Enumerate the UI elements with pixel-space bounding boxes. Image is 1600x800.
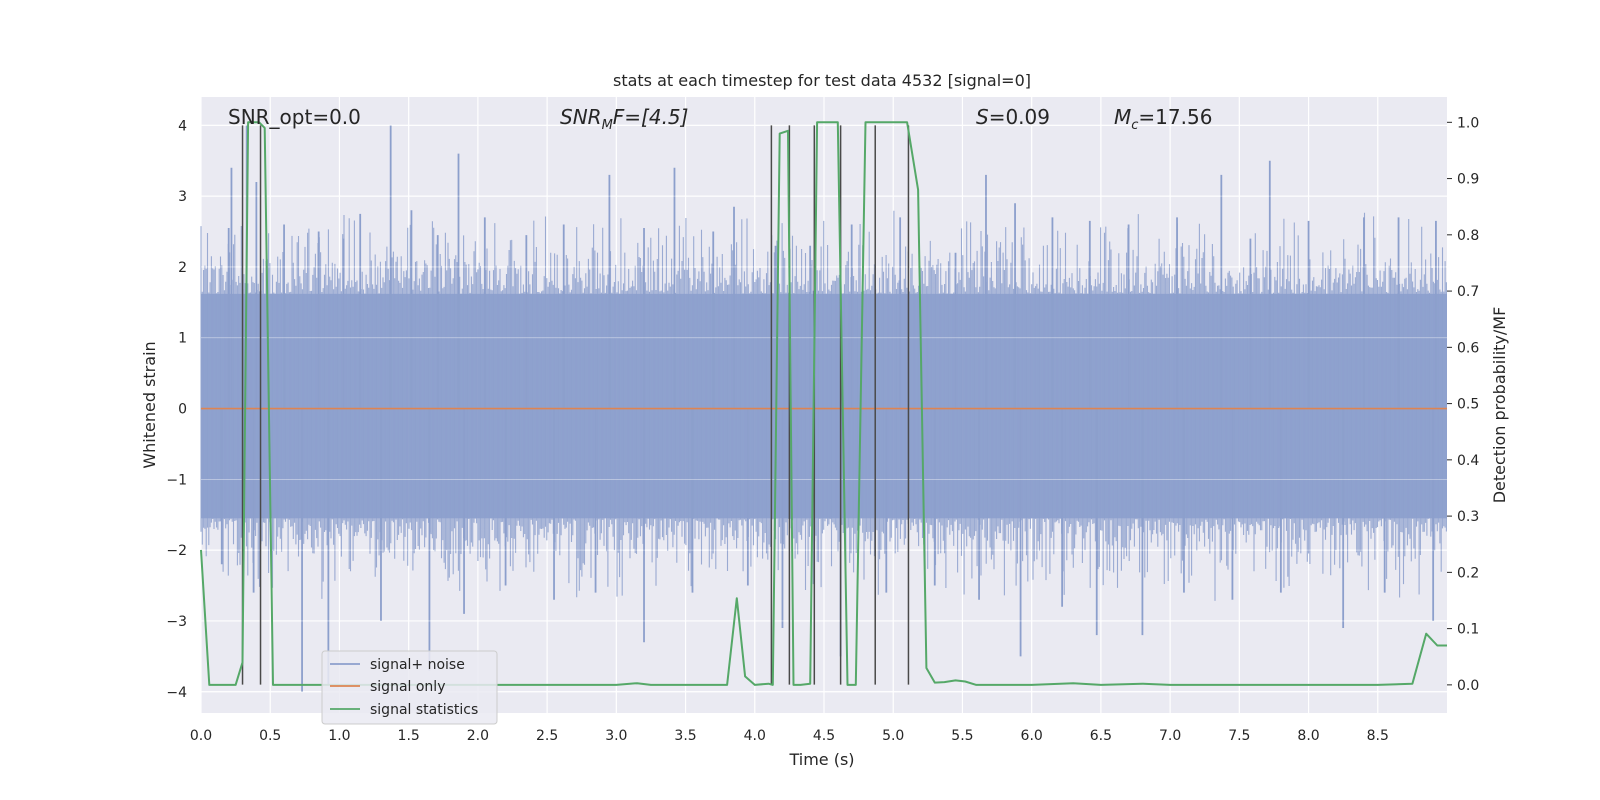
snr-mf-base: SNR [560, 105, 602, 129]
legend-label-signal: signal only [370, 679, 445, 695]
x-tick-label: 1.5 [398, 728, 420, 744]
x-tick-label: 4.0 [744, 728, 766, 744]
snr-mf-sub: M [602, 118, 613, 133]
s-annotation: S=0.09 [976, 105, 1050, 129]
x-tick-label: 5.0 [882, 728, 904, 744]
x-tick-label: 2.5 [536, 728, 558, 744]
x-tick-label: 3.5 [674, 728, 696, 744]
y-axis-label: Whitened strain [140, 341, 159, 468]
x-tick-label: 8.5 [1367, 728, 1389, 744]
s-rest: =0.09 [989, 105, 1050, 129]
y-tick-label: 3 [178, 189, 187, 205]
y-right-tick-label: 0.8 [1457, 228, 1479, 244]
x-axis-label: Time (s) [788, 750, 854, 769]
snr-opt-annotation: SNR_opt=0.0 [228, 105, 361, 129]
legend: signal+ noise signal only signal statist… [321, 650, 498, 725]
y-right-tick-label: 0.2 [1457, 565, 1479, 581]
x-tick-label: 2.0 [467, 728, 489, 744]
x-tick-label: 4.5 [813, 728, 835, 744]
x-tick-label: 0.0 [190, 728, 212, 744]
y-right-tick-label: 0.1 [1457, 622, 1479, 638]
y-right-axis-label: Detection probability/MF [1490, 307, 1509, 504]
y-tick-label: 4 [178, 118, 187, 134]
y-right-tick-label: 0.7 [1457, 284, 1479, 300]
legend-label-noise: signal+ noise [370, 657, 465, 673]
x-tick-label: 5.5 [951, 728, 973, 744]
y-tick-label: −2 [166, 543, 187, 559]
chart-title: stats at each timestep for test data 453… [613, 71, 1031, 90]
x-tick-label: 1.0 [328, 728, 350, 744]
y-right-tick-labels: 1.0 0.9 0.8 0.7 0.6 0.5 0.4 0.3 0.2 0.1 0.0 [1447, 115, 1479, 694]
signal-statistics-line [200, 121, 1447, 686]
x-tick-label: 6.5 [1090, 728, 1112, 744]
x-tick-label: 7.0 [1159, 728, 1181, 744]
y-tick-label: 1 [178, 331, 187, 347]
y-tick-label: 0 [178, 402, 187, 418]
x-tick-label: 3.0 [605, 728, 627, 744]
y-tick-labels: 4 3 2 1 0 −1 −2 −3 −4 [166, 118, 187, 700]
y-right-tick-label: 0.6 [1457, 340, 1479, 356]
s-base: S [976, 105, 989, 129]
y-right-tick-label: 0.5 [1457, 397, 1479, 413]
snr-mf-rest: F=[4.5] [613, 105, 689, 129]
y-right-tick-label: 1.0 [1457, 115, 1479, 131]
y-right-tick-label: 0.0 [1457, 678, 1479, 694]
x-tick-label: 6.0 [1021, 728, 1043, 744]
noise-texture [200, 210, 1447, 601]
y-right-tick-label: 0.9 [1457, 172, 1479, 188]
y-tick-label: −3 [166, 614, 187, 630]
x-tick-labels: 0.0 0.5 1.0 1.5 2.0 2.5 3.0 3.5 4.0 4.5 5.0 5.5 6.0 6… [190, 728, 1389, 744]
mc-sub: c [1131, 118, 1138, 133]
mc-annotation: Mc=17.56 [1114, 105, 1212, 133]
y-right-tick-label: 0.4 [1457, 453, 1479, 469]
legend-box [321, 650, 498, 725]
y-tick-label: 2 [178, 260, 187, 276]
y-tick-label: −1 [166, 472, 187, 488]
mc-rest: =17.56 [1138, 105, 1212, 129]
y-right-tick-label: 0.3 [1457, 509, 1479, 525]
snr-mf-annotation: SNRMF=[4.5] [560, 105, 688, 133]
x-tick-label: 7.5 [1228, 728, 1250, 744]
legend-label-stats: signal statistics [370, 702, 478, 718]
mc-base: M [1114, 105, 1131, 129]
x-tick-label: 8.0 [1297, 728, 1319, 744]
signal-statistics-polyline [200, 121, 1447, 686]
noise-band [200, 124, 1447, 693]
y-tick-label: −4 [166, 685, 187, 701]
x-tick-label: 0.5 [259, 728, 281, 744]
